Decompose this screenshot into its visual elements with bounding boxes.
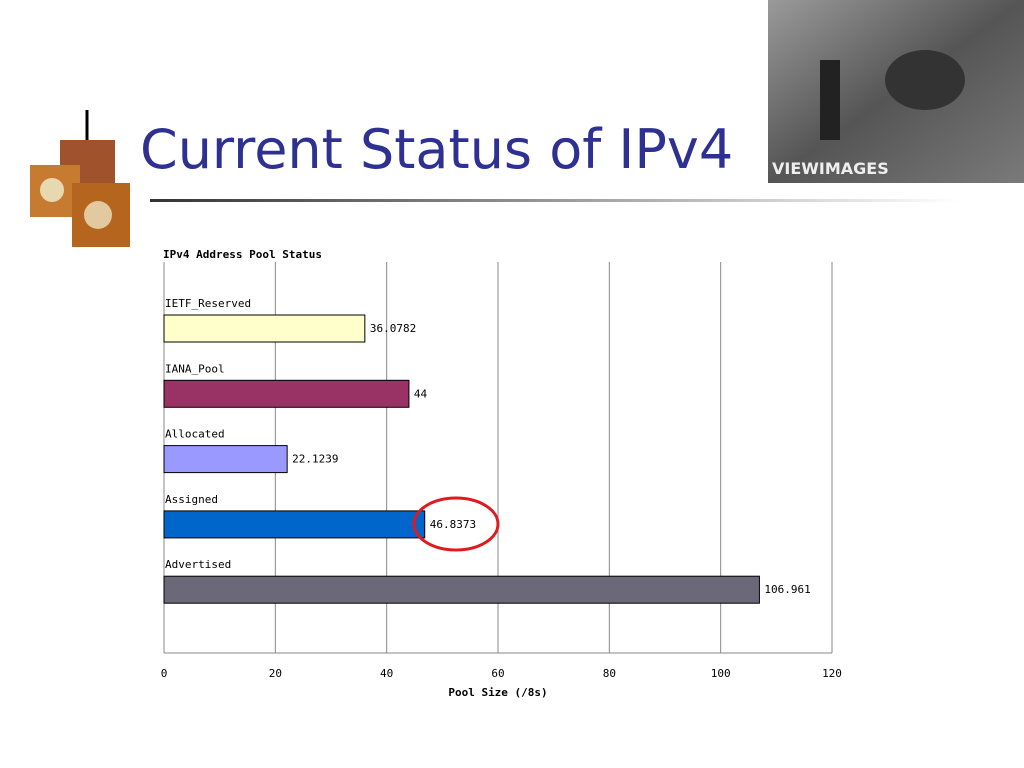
bar: [163, 314, 366, 343]
bar: [163, 445, 288, 474]
x-tick-label: 40: [380, 667, 393, 680]
category-label: Allocated: [165, 428, 225, 441]
bar: [163, 575, 760, 604]
value-label: 46.8373: [430, 518, 476, 531]
photo: VIEWIMAGES: [768, 0, 1024, 183]
bar: [163, 379, 410, 408]
x-tick-label: 20: [269, 667, 282, 680]
category-label: Assigned: [165, 493, 218, 506]
x-tick-label: 60: [491, 667, 504, 680]
chart-title: IPv4 Address Pool Status: [163, 248, 322, 261]
value-label: 36.0782: [370, 322, 416, 335]
value-label: 106.961: [764, 583, 810, 596]
value-label: 22.1239: [292, 453, 338, 466]
highlight-circle: [412, 496, 500, 552]
title-rule: [150, 199, 960, 202]
x-tick-label: 80: [603, 667, 616, 680]
category-label: IETF_Reserved: [165, 297, 251, 310]
category-label: Advertised: [165, 558, 231, 571]
photo-watermark: VIEWIMAGES: [772, 159, 889, 178]
category-label: IANA_Pool: [165, 362, 225, 375]
x-tick-label: 120: [822, 667, 842, 680]
x-axis-label: Pool Size (/8s): [448, 686, 547, 699]
x-tick-label: 100: [711, 667, 731, 680]
plot: 0 20 40 60 80 100 120 IETF_Reserved 36.0782 IANA_…: [161, 262, 842, 680]
x-tick-label: 0: [161, 667, 168, 680]
collage: [30, 140, 130, 247]
slide-title: Current Status of IPv4: [140, 118, 733, 181]
bar: [163, 510, 426, 539]
value-label: 44: [414, 387, 428, 400]
